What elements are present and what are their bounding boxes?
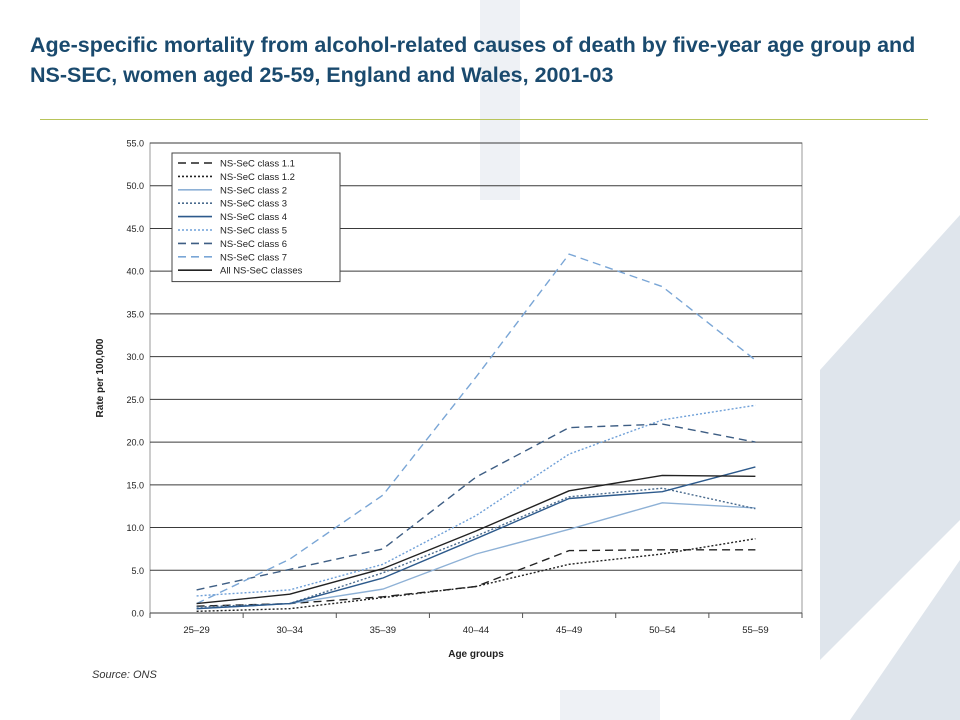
slide-title: Age-specific mortality from alcohol-rela… [30,33,916,87]
y-tick-label: 10.0 [126,523,144,533]
legend-label: NS-SeC class 5 [220,226,287,237]
x-tick-label: 35–39 [370,625,396,636]
y-tick-label: 35.0 [126,309,144,319]
legend-label: NS-SeC class 6 [220,239,287,250]
legend-label: NS-SeC class 4 [220,212,287,223]
y-tick-label: 0.0 [131,609,144,619]
y-tick-label: 25.0 [126,395,144,405]
y-tick-label: 20.0 [126,438,144,448]
x-axis-label: Age groups [448,649,504,660]
legend-label: NS-SeC class 7 [220,252,287,263]
y-axis-label: Rate per 100,000 [95,338,106,417]
y-tick-label: 30.0 [126,352,144,362]
x-tick-label: 45–49 [556,625,582,636]
legend-label: NS-SeC class 1.1 [220,159,295,170]
decor-chevron-upper [820,215,960,660]
y-tick-label: 40.0 [126,267,144,277]
decor-bar-bottom [560,690,660,720]
series-line-5 [196,404,756,597]
series-line-3 [196,487,756,608]
title-divider [40,119,928,120]
y-tick-label: 50.0 [126,181,144,191]
decor-bar-top [480,0,520,200]
series-line-7 [196,253,756,605]
series-line-0 [196,549,756,607]
y-tick-label: 5.0 [131,566,144,576]
y-tick-label: 55.0 [126,139,144,149]
legend-label: All NS-SeC classes [220,266,303,277]
series-line-8 [196,474,756,605]
legend-label: NS-SeC class 3 [220,199,287,210]
series-line-2 [196,502,756,610]
series-line-6 [196,423,756,591]
x-tick-label: 25–29 [183,625,209,636]
decor-chevron-lower [850,560,960,720]
legend-label: NS-SeC class 1.2 [220,172,295,183]
x-tick-label: 50–54 [649,625,675,636]
x-tick-label: 30–34 [277,625,303,636]
source-note: Source: ONS [92,669,157,681]
x-tick-label: 40–44 [463,625,489,636]
series-line-1 [196,538,756,612]
series-line-4 [196,466,756,610]
y-tick-label: 45.0 [126,224,144,234]
y-tick-label: 15.0 [126,480,144,490]
x-tick-label: 55–59 [742,625,768,636]
legend-label: NS-SeC class 2 [220,185,287,196]
